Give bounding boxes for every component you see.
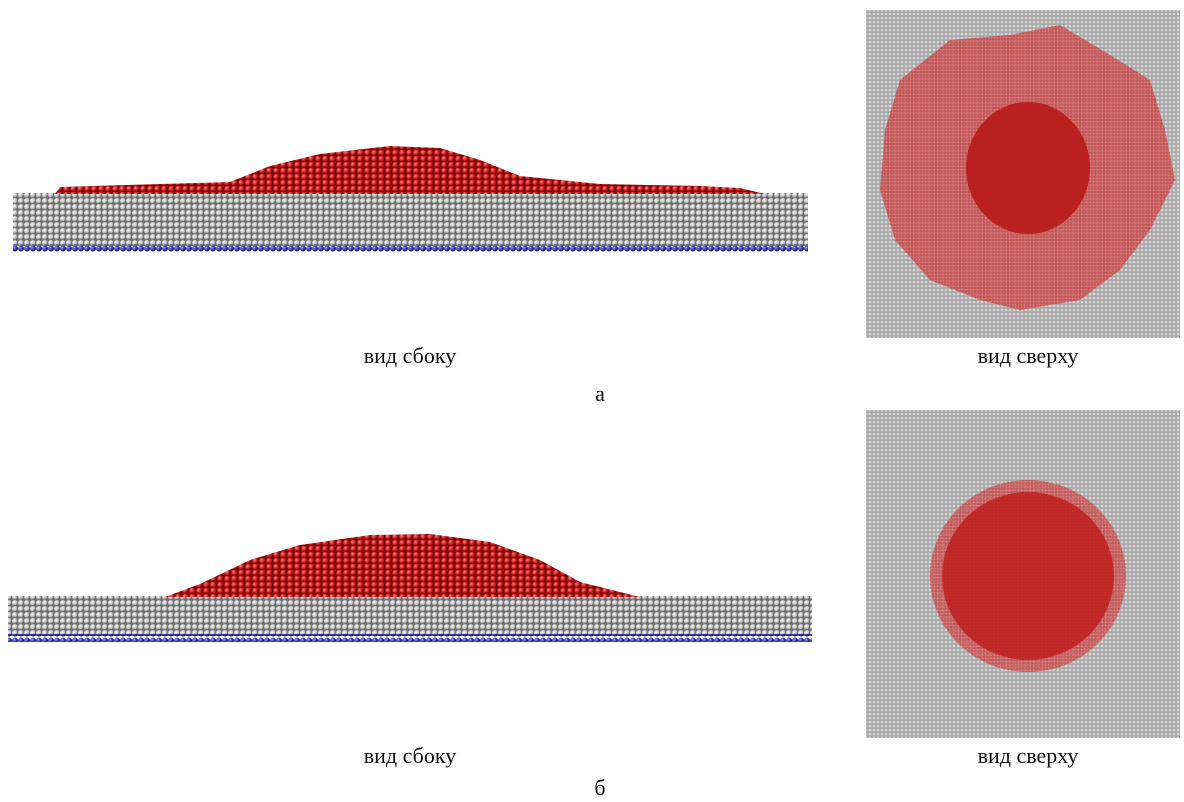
panel-label: а [595, 381, 605, 406]
side-caption: вид сбоку [364, 343, 456, 368]
substrate [8, 596, 812, 636]
substrate [13, 193, 808, 246]
top-caption: вид сверху [978, 743, 1079, 768]
side-view-image [13, 146, 808, 252]
substrate-base [8, 634, 812, 642]
side-caption: вид сбоку [364, 743, 456, 768]
top-caption: вид сверху [978, 343, 1079, 368]
top-view-image [866, 410, 1180, 738]
droplet [165, 534, 640, 597]
side-view-image [8, 534, 812, 642]
top-view-image [866, 10, 1180, 338]
droplet [55, 146, 765, 194]
panel-label: б [594, 775, 605, 800]
substrate-base [13, 244, 808, 252]
